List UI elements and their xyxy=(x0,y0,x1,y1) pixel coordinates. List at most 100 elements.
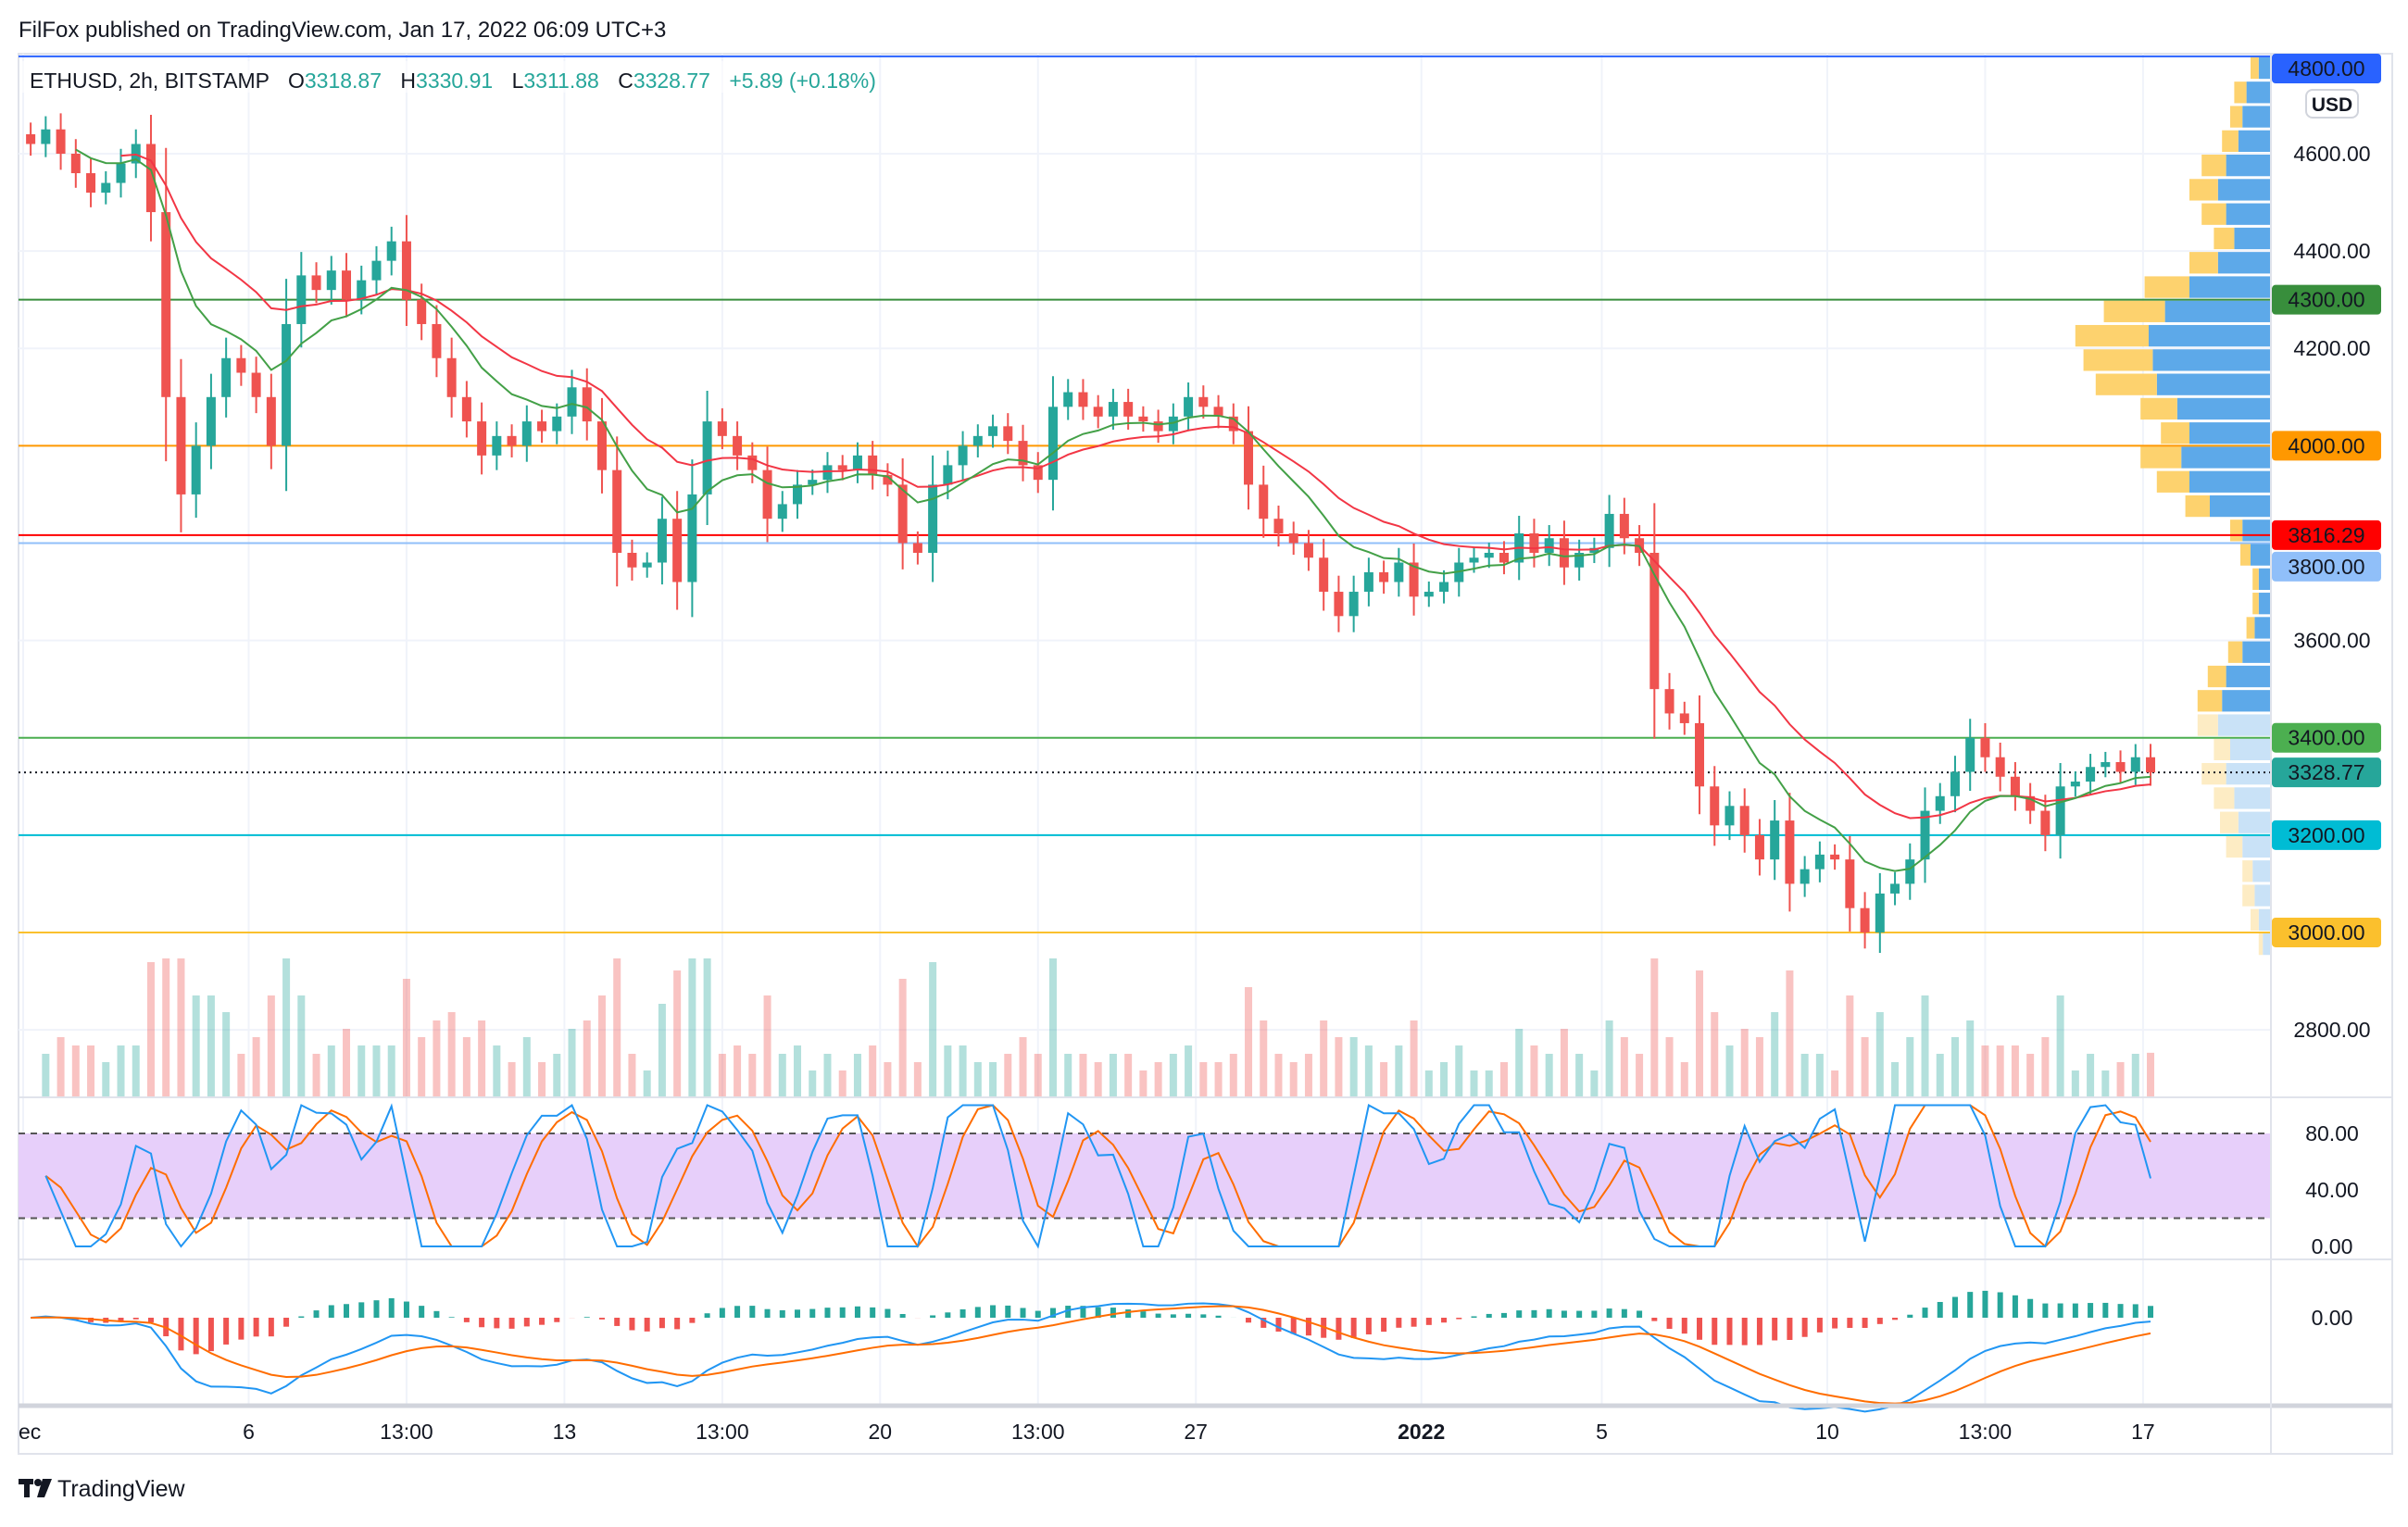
price-badge-label: 3328.77 xyxy=(2288,760,2364,784)
volume-profile-bar-down xyxy=(2230,739,2271,760)
volume-bar xyxy=(688,958,696,1097)
volume-bar xyxy=(1185,1045,1192,1097)
volume-profile-bar-down xyxy=(2189,276,2271,297)
volume-bar xyxy=(102,1062,109,1097)
volume-bar xyxy=(748,1054,756,1097)
volume-profile-bar-up xyxy=(2214,787,2234,808)
macd-histogram-bar xyxy=(449,1317,455,1318)
volume-bar xyxy=(1335,1037,1342,1097)
macd-histogram-bar xyxy=(1907,1315,1913,1318)
volume-profile-bar-up xyxy=(2242,860,2252,882)
volume-bar xyxy=(2117,1062,2125,1097)
volume-profile-bar-down xyxy=(2189,471,2271,493)
volume-bar xyxy=(823,1054,831,1097)
tradingview-logo[interactable]: TradingView xyxy=(19,1476,186,1502)
volume-bar xyxy=(1471,1070,1478,1097)
volume-profile-bar-up xyxy=(2201,155,2226,176)
candle-body xyxy=(1003,426,1012,441)
macd-histogram-bar xyxy=(795,1309,800,1318)
macd-histogram-bar xyxy=(1682,1318,1687,1333)
volume-profile-bar-up xyxy=(2230,106,2242,127)
candle-body xyxy=(913,543,922,553)
volume-profile-bar-down xyxy=(2259,593,2271,614)
volume-profile-bar-down xyxy=(2263,933,2271,955)
macd-histogram-bar xyxy=(2042,1304,2048,1318)
candle-body xyxy=(943,465,952,484)
macd-histogram-bar xyxy=(734,1306,740,1318)
macd-histogram-bar xyxy=(238,1318,244,1340)
volume-bar xyxy=(1320,1020,1327,1097)
macd-histogram-bar xyxy=(1967,1292,1973,1318)
volume-profile-bar-up xyxy=(2251,909,2259,931)
macd-histogram-bar xyxy=(1637,1310,1642,1318)
candle-body xyxy=(432,324,441,358)
volume-bar xyxy=(1906,1037,1913,1097)
macd-histogram-bar xyxy=(1035,1311,1041,1318)
candle-body xyxy=(207,397,216,446)
volume-bar xyxy=(1575,1054,1583,1097)
volume-bar xyxy=(1546,1054,1553,1097)
volume-bar xyxy=(1981,1045,1988,1097)
macd-histogram-bar xyxy=(2088,1303,2093,1318)
currency-badge[interactable]: USD xyxy=(2306,90,2358,118)
macd-histogram-bar xyxy=(1622,1309,1627,1318)
volume-bar xyxy=(1486,1070,1493,1097)
candle-body xyxy=(672,519,682,582)
volume-bar xyxy=(1876,1012,1884,1097)
time-tick-label: 20 xyxy=(869,1420,893,1444)
volume-bar xyxy=(1170,1054,1177,1097)
candle-body xyxy=(597,421,607,470)
volume-profile-bar-up xyxy=(2252,593,2259,614)
candle-body xyxy=(778,504,787,519)
volume-bar xyxy=(433,1020,440,1097)
price-badge-label: 4800.00 xyxy=(2288,56,2364,81)
macd-histogram-bar xyxy=(1351,1318,1357,1338)
candle-body xyxy=(176,397,185,494)
time-tick-label: 13:00 xyxy=(380,1420,433,1444)
candle-body xyxy=(1861,908,1870,932)
candle-body xyxy=(1259,484,1268,519)
high-label: H xyxy=(400,69,416,93)
macd-histogram-bar xyxy=(194,1318,199,1354)
volume-bar xyxy=(1305,1054,1312,1097)
candle-body xyxy=(747,456,757,470)
volume-bar xyxy=(1997,1045,2004,1097)
volume-bar xyxy=(1095,1062,1102,1097)
macd-histogram-bar xyxy=(1802,1318,1808,1337)
volume-profile-bar-up xyxy=(2214,739,2230,760)
ohlc-legend[interactable]: ETHUSD, 2h, BITSTAMP O3318.87 H3330.91 L… xyxy=(30,69,876,93)
volume-bar xyxy=(87,1045,94,1097)
candle-body xyxy=(838,465,847,469)
volume-bar xyxy=(1124,1054,1132,1097)
macd-histogram-bar xyxy=(599,1318,605,1320)
volume-profile-bar-down xyxy=(2218,714,2271,735)
candle-body xyxy=(1800,870,1810,884)
volume-bar xyxy=(282,958,290,1097)
macd-histogram-bar xyxy=(1110,1308,1116,1318)
candle-body xyxy=(267,397,276,446)
volume-profile-bar-down xyxy=(2226,155,2271,176)
candle-body xyxy=(1048,407,1058,480)
candle-body xyxy=(1620,514,1629,538)
volume-bar xyxy=(162,958,169,1097)
macd-histogram-bar xyxy=(1396,1318,1401,1328)
candle-body xyxy=(192,445,201,494)
volume-profile-bar-down xyxy=(2247,81,2271,103)
volume-bar xyxy=(1891,1062,1899,1097)
volume-bar xyxy=(1020,1037,1027,1097)
time-tick-label: 13:00 xyxy=(696,1420,749,1444)
candle-body xyxy=(1439,582,1449,593)
macd-histogram-bar xyxy=(1726,1318,1732,1345)
macd-histogram-bar xyxy=(990,1306,996,1318)
macd-histogram-bar xyxy=(1982,1291,1988,1318)
candle-body xyxy=(2056,786,2065,835)
candle-body xyxy=(1545,538,1554,553)
volume-bar xyxy=(1049,958,1057,1097)
price-tick-label: 3600.00 xyxy=(2293,629,2370,653)
candle-body xyxy=(1755,835,1764,859)
close-label: C xyxy=(618,69,633,93)
volume-bar xyxy=(1395,1045,1402,1097)
volume-bar xyxy=(448,1012,456,1097)
candle-body xyxy=(1109,402,1118,417)
